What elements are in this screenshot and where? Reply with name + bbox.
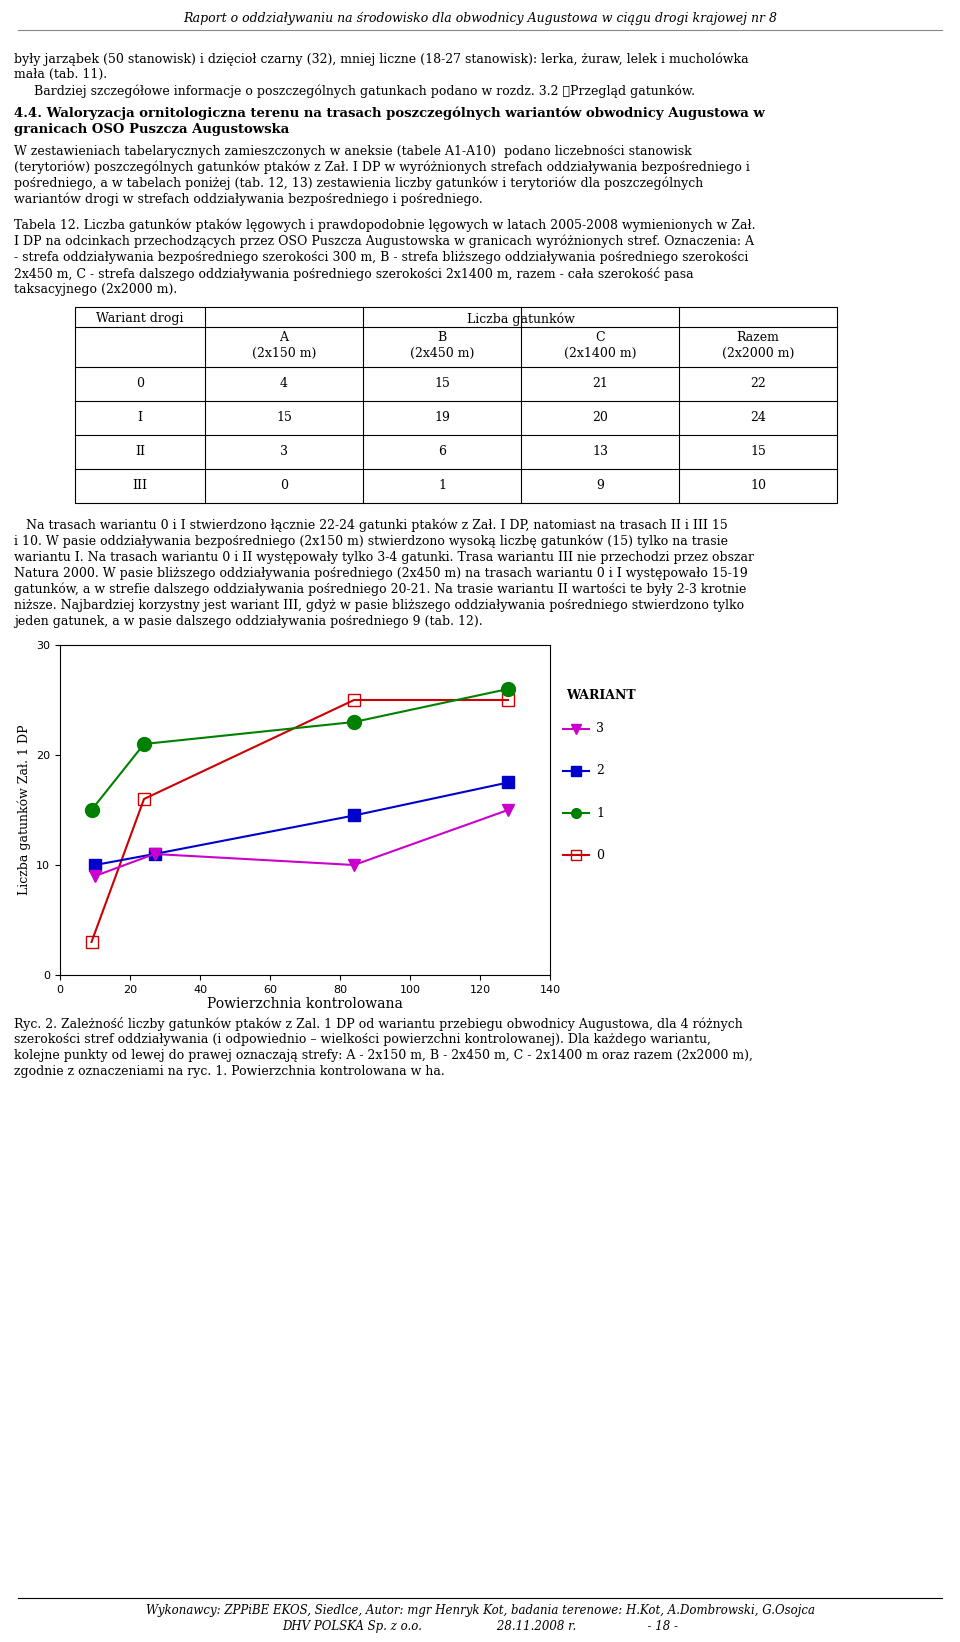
Text: zgodnie z oznaczeniami na ryc. 1. Powierzchnia kontrolowana w ha.: zgodnie z oznaczeniami na ryc. 1. Powier… xyxy=(14,1066,444,1079)
Text: 2x450 m, C - strefa dalszego oddziaływania pośredniego szerokości 2x1400 m, raze: 2x450 m, C - strefa dalszego oddziaływan… xyxy=(14,268,694,281)
Text: 21: 21 xyxy=(592,378,608,391)
Text: 15: 15 xyxy=(750,445,766,458)
Text: 2: 2 xyxy=(596,765,604,778)
Text: 15: 15 xyxy=(434,378,450,391)
Text: 1: 1 xyxy=(596,806,605,819)
Text: 24: 24 xyxy=(750,410,766,424)
Text: wariantów drogi w strefach oddziaływania bezpośredniego i pośredniego.: wariantów drogi w strefach oddziaływania… xyxy=(14,194,483,207)
Text: (terytoriów) poszczególnych gatunków ptaków z Zał. I DP w wyróżnionych strefach : (terytoriów) poszczególnych gatunków pta… xyxy=(14,161,750,174)
Text: (2x450 m): (2x450 m) xyxy=(410,346,474,360)
Text: 0: 0 xyxy=(280,479,288,493)
Text: 20: 20 xyxy=(592,410,608,424)
Text: Bardziej szczegółowe informacje o poszczególnych gatunkach podano w rozdz. 3.2  : Bardziej szczegółowe informacje o poszcz… xyxy=(14,84,695,97)
Text: 15: 15 xyxy=(276,410,292,424)
Text: Razem: Razem xyxy=(736,332,780,345)
Text: 22: 22 xyxy=(750,378,766,391)
Text: wariantu I. Na trasach wariantu 0 i II występowały tylko 3-4 gatunki. Trasa wari: wariantu I. Na trasach wariantu 0 i II w… xyxy=(14,552,754,563)
Bar xyxy=(75,307,837,502)
Text: Wykonawcy: ZPPiBE EKOS, Siedlce, Autor: mgr Henryk Kot, badania terenowe: H.Kot,: Wykonawcy: ZPPiBE EKOS, Siedlce, Autor: … xyxy=(146,1604,814,1617)
Text: III: III xyxy=(132,479,148,493)
Text: 13: 13 xyxy=(592,445,608,458)
Text: jeden gatunek, a w pasie dalszego oddziaływania pośredniego 9 (tab. 12).: jeden gatunek, a w pasie dalszego oddzia… xyxy=(14,616,483,627)
Text: 10: 10 xyxy=(750,479,766,493)
Text: DHV POLSKA Sp. z o.o.                    28.11.2008 r.                   - 18 -: DHV POLSKA Sp. z o.o. 28.11.2008 r. - 18… xyxy=(282,1621,678,1634)
Text: WARIANT: WARIANT xyxy=(566,690,636,703)
Text: kolejne punkty od lewej do prawej oznaczają strefy: A - 2x150 m, B - 2x450 m, C : kolejne punkty od lewej do prawej oznacz… xyxy=(14,1049,753,1062)
Text: gatunków, a w strefie dalszego oddziaływania pośredniego 20-21. Na trasie warian: gatunków, a w strefie dalszego oddziaływ… xyxy=(14,583,746,596)
Text: 0: 0 xyxy=(136,378,144,391)
Text: W zestawieniach tabelarycznych zamieszczonych w aneksie (tabele A1-A10)  podano : W zestawieniach tabelarycznych zamieszcz… xyxy=(14,144,692,158)
Text: szerokości stref oddziaływania (i odpowiednio – wielkości powierzchni kontrolowa: szerokości stref oddziaływania (i odpowi… xyxy=(14,1033,710,1046)
Text: A: A xyxy=(279,332,289,345)
Text: 4: 4 xyxy=(280,378,288,391)
Text: 3: 3 xyxy=(596,722,605,736)
Text: mała (tab. 11).: mała (tab. 11). xyxy=(14,67,108,80)
Text: 19: 19 xyxy=(434,410,450,424)
Text: pośredniego, a w tabelach poniżej (tab. 12, 13) zestawienia liczby gatunków i te: pośredniego, a w tabelach poniżej (tab. … xyxy=(14,177,704,190)
Text: Liczba gatunków: Liczba gatunków xyxy=(468,312,575,325)
Text: C: C xyxy=(595,332,605,345)
Text: (2x1400 m): (2x1400 m) xyxy=(564,346,636,360)
Text: 6: 6 xyxy=(438,445,446,458)
Text: I DP na odcinkach przechodzących przez OSO Puszcza Augustowska w granicach wyróż: I DP na odcinkach przechodzących przez O… xyxy=(14,235,754,248)
Text: Raport o oddziaływaniu na środowisko dla obwodnicy Augustowa w ciągu drogi krajo: Raport o oddziaływaniu na środowisko dla… xyxy=(183,11,777,25)
Text: 4.4. Waloryzacja ornitologiczna terenu na trasach poszczególnych wariantów obwod: 4.4. Waloryzacja ornitologiczna terenu n… xyxy=(14,107,765,120)
Text: (2x150 m): (2x150 m) xyxy=(252,346,316,360)
Y-axis label: Liczba gatunków Zał. 1 DP: Liczba gatunków Zał. 1 DP xyxy=(17,724,31,895)
Text: niższe. Najbardziej korzystny jest wariant III, gdyż w pasie bliższego oddziaływ: niższe. Najbardziej korzystny jest waria… xyxy=(14,599,744,612)
Text: były jarząbek (50 stanowisk) i dzięcioł czarny (32), mniej liczne (18-27 stanowi: były jarząbek (50 stanowisk) i dzięcioł … xyxy=(14,53,749,66)
Text: - strefa oddziaływania bezpośredniego szerokości 300 m, B - strefa bliższego odd: - strefa oddziaływania bezpośredniego sz… xyxy=(14,251,749,264)
Text: i 10. W pasie oddziaływania bezpośredniego (2x150 m) stwierdzono wysoką liczbę g: i 10. W pasie oddziaływania bezpośrednie… xyxy=(14,535,728,548)
Text: 0: 0 xyxy=(596,849,605,862)
Text: (2x2000 m): (2x2000 m) xyxy=(722,346,794,360)
Text: Natura 2000. W pasie bliższego oddziaływania pośredniego (2x450 m) na trasach wa: Natura 2000. W pasie bliższego oddziaływ… xyxy=(14,566,748,580)
Text: Wariant drogi: Wariant drogi xyxy=(96,312,183,325)
Text: Na trasach wariantu 0 i I stwierdzono łącznie 22-24 gatunki ptaków z Zał. I DP, : Na trasach wariantu 0 i I stwierdzono łą… xyxy=(14,519,728,532)
Text: B: B xyxy=(438,332,446,345)
Text: granicach OSO Puszcza Augustowska: granicach OSO Puszcza Augustowska xyxy=(14,123,289,136)
Text: II: II xyxy=(135,445,145,458)
Text: I: I xyxy=(137,410,142,424)
Text: Powierzchnia kontrolowana: Powierzchnia kontrolowana xyxy=(207,997,403,1011)
Text: 9: 9 xyxy=(596,479,604,493)
Text: Ryc. 2. Zależność liczby gatunków ptaków z Zal. 1 DP od wariantu przebiegu obwod: Ryc. 2. Zależność liczby gatunków ptaków… xyxy=(14,1016,743,1031)
Text: Tabela 12. Liczba gatunków ptaków lęgowych i prawdopodobnie lęgowych w latach 20: Tabela 12. Liczba gatunków ptaków lęgowy… xyxy=(14,218,756,233)
Text: taksacyjnego (2x2000 m).: taksacyjnego (2x2000 m). xyxy=(14,282,178,296)
Text: 3: 3 xyxy=(280,445,288,458)
Text: 1: 1 xyxy=(438,479,446,493)
